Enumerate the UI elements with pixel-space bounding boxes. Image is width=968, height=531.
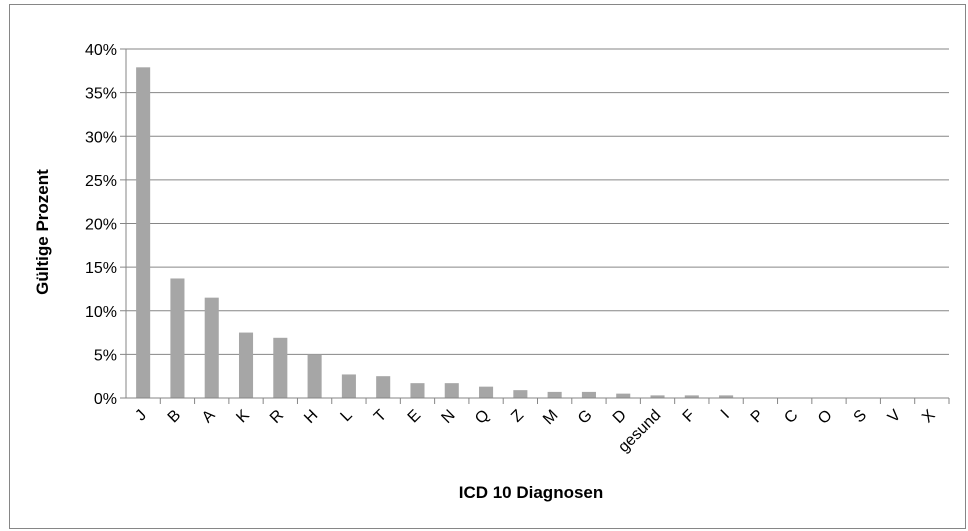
x-tick-label: Q: [472, 407, 493, 428]
bar-R: [273, 337, 288, 398]
x-tick-label: H: [301, 407, 321, 427]
y-tick-label: 30%: [85, 129, 117, 146]
bar-T: [376, 376, 391, 398]
x-tick-label: K: [233, 407, 253, 427]
y-tick-label: 20%: [85, 217, 117, 234]
gridlines: [126, 48, 949, 355]
bar-gesund: [650, 395, 665, 398]
y-axis-title: Gültige Prozent: [33, 169, 52, 295]
bar-M: [547, 391, 562, 398]
y-tick-label: 25%: [85, 173, 117, 190]
x-tick-label: P: [748, 407, 768, 427]
y-tick-label: 15%: [85, 260, 117, 277]
bar-F: [684, 395, 699, 398]
bar-B: [170, 278, 185, 398]
y-tick-label: 0%: [94, 391, 117, 408]
bar-D: [616, 393, 631, 398]
x-tick-label: O: [815, 407, 836, 428]
x-tick-label: A: [199, 407, 219, 427]
x-tick-label: J: [132, 407, 150, 425]
bar-H: [307, 354, 322, 398]
x-tick-label: R: [267, 407, 287, 427]
bar-G: [581, 391, 596, 398]
bar-E: [410, 383, 425, 398]
y-tick-labels: 0% 5% 10% 15% 20% 25% 30% 35% 40%: [85, 42, 117, 408]
y-tick-label: 40%: [85, 42, 117, 59]
bar-Q: [479, 386, 494, 398]
x-tick-label: V: [885, 407, 905, 427]
bar-L: [341, 374, 356, 398]
bar-A: [204, 297, 219, 398]
x-tick-label: T: [371, 407, 390, 426]
bar-N: [444, 383, 459, 398]
x-tick-label: C: [781, 407, 801, 427]
x-tick-label: G: [575, 407, 596, 428]
x-tick-label: L: [337, 407, 355, 425]
y-tick-label: 10%: [85, 304, 117, 321]
x-tick-label: D: [610, 407, 630, 427]
y-tick-label: 35%: [85, 86, 117, 103]
x-tick-label: S: [851, 407, 871, 427]
x-tick-label: N: [438, 407, 458, 427]
x-tick-label: M: [540, 407, 561, 428]
bar-J: [136, 67, 151, 398]
bar-K: [238, 332, 254, 398]
x-tick-label: E: [405, 407, 425, 427]
x-tick-label: F: [680, 407, 699, 426]
y-tick-label: 5%: [94, 347, 117, 364]
x-axis-title: ICD 10 Diagnosen: [459, 483, 604, 502]
bars: [136, 67, 734, 398]
x-tick-label: Z: [508, 407, 527, 426]
x-tick-label: I: [718, 407, 733, 422]
x-tick-label: B: [165, 407, 185, 427]
x-tick-label: X: [919, 407, 939, 427]
chart-frame: [9, 4, 966, 529]
bar-I: [719, 395, 734, 398]
bar-Z: [513, 390, 528, 398]
axes: [120, 48, 950, 404]
